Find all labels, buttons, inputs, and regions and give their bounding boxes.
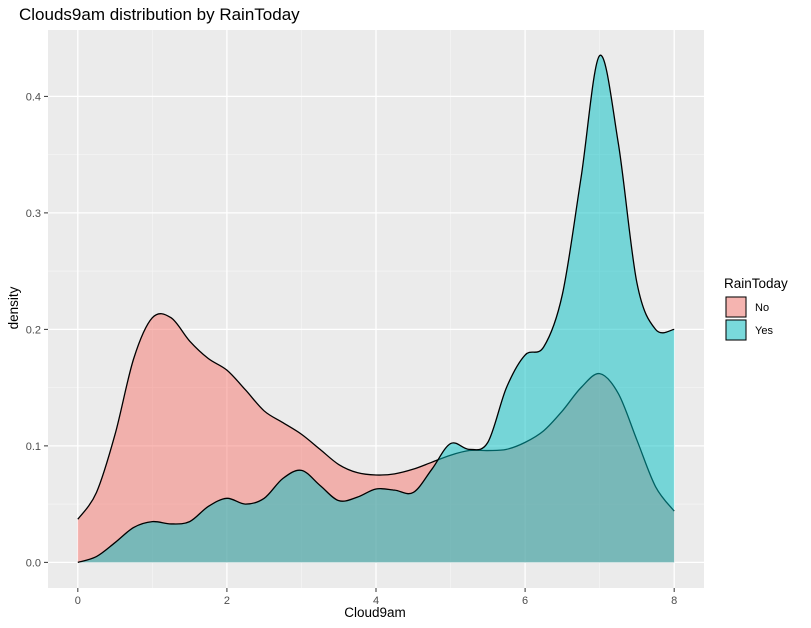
legend-key-no	[725, 296, 747, 318]
legend-title: RainToday	[724, 276, 788, 291]
legend-key-yes	[725, 319, 747, 341]
y-tick-label: 0.0	[26, 557, 41, 569]
legend-label-yes: Yes	[755, 325, 773, 337]
y-tick-label: 0.1	[26, 441, 41, 453]
x-axis-title: Cloud9am	[344, 605, 406, 620]
x-tick-label: 4	[373, 595, 379, 607]
legend-label-no: No	[755, 302, 769, 314]
legend: RainToday No Yes	[724, 276, 788, 341]
density-areas	[77, 54, 675, 563]
x-tick-label: 0	[75, 595, 81, 607]
y-tick-label: 0.3	[26, 208, 41, 220]
chart-title: Clouds9am distribution by RainToday	[19, 5, 300, 24]
density-line-yes	[77, 54, 675, 563]
x-axis-ticks: 0 2 4 6 8	[75, 588, 677, 607]
y-axis-ticks: 0.0 0.1 0.2 0.3 0.4	[26, 91, 48, 569]
x-tick-label: 2	[224, 595, 230, 607]
y-axis-title: density	[6, 286, 21, 329]
x-tick-label: 8	[671, 595, 677, 607]
density-area-yes	[77, 55, 675, 563]
x-tick-label: 6	[522, 595, 528, 607]
y-tick-label: 0.4	[26, 91, 41, 103]
y-tick-label: 0.2	[26, 324, 41, 336]
